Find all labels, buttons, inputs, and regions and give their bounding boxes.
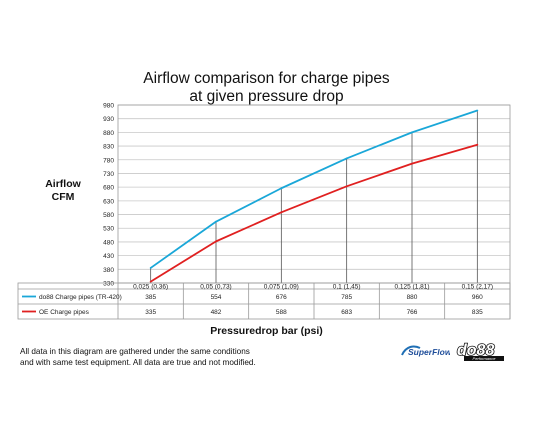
x-tick-label: 0,1 (1,45) — [333, 284, 361, 291]
data-point — [476, 143, 479, 146]
y-tick-label: 630 — [103, 198, 114, 205]
data-point — [411, 131, 413, 134]
y-tick-label: 780 — [103, 157, 114, 164]
footnote-line1: All data in this diagram are gathered un… — [20, 347, 250, 356]
legend-label: OE Charge pipes — [39, 309, 90, 316]
series-line — [150, 143, 478, 283]
data-table-value: 554 — [211, 294, 222, 301]
data-table-value: 785 — [341, 294, 352, 301]
data-table-value: 835 — [472, 309, 483, 316]
footnote: All data in this diagram are gathered un… — [20, 346, 256, 368]
x-tick-label: 0,15 (2,17) — [462, 284, 493, 291]
data-table-value: 385 — [145, 294, 156, 301]
y-axis-label-line1: Airflow — [45, 178, 81, 190]
y-tick-label: 580 — [103, 212, 114, 219]
data-point — [149, 280, 152, 283]
y-axis-label: Airflow CFM — [38, 178, 88, 204]
y-tick-label: 430 — [103, 253, 114, 260]
data-table-value: 588 — [276, 309, 287, 316]
do88-logo-text: do88 — [457, 342, 494, 359]
chart-title-line2: at given pressure drop — [189, 88, 344, 105]
data-point — [280, 187, 283, 190]
do88-logo-subtext: Performance — [473, 356, 497, 361]
x-tick-label: 0,025 (0,36) — [133, 284, 168, 291]
chart-title-line1: Airflow comparison for charge pipes — [143, 70, 390, 87]
y-tick-label: 680 — [103, 185, 114, 192]
y-tick-label: 480 — [103, 239, 114, 246]
x-tick-label: 0,125 (1,81) — [394, 284, 429, 291]
superflow-logo: SuperFlow — [401, 345, 450, 357]
data-point — [345, 157, 348, 160]
y-tick-label: 980 — [103, 103, 114, 110]
footnote-line2: and with same test equipment. All data a… — [20, 358, 256, 367]
y-tick-label: 330 — [103, 281, 114, 288]
data-point — [345, 185, 348, 188]
y-tick-label: 880 — [103, 130, 114, 137]
data-table-value: 482 — [211, 309, 222, 316]
data-table-value: 683 — [341, 309, 352, 316]
series-line — [150, 109, 478, 269]
data-table-value: 676 — [276, 294, 287, 301]
y-tick-label: 530 — [103, 226, 114, 233]
legend-label: do88 Charge pipes (TR-420) — [39, 294, 122, 301]
superflow-logo-text: SuperFlow — [408, 347, 450, 357]
data-table-value: 880 — [407, 294, 418, 301]
x-tick-label: 0,05 (0,73) — [200, 284, 231, 291]
y-tick-label: 930 — [103, 116, 114, 123]
x-tick-label: 0,075 (1,09) — [264, 284, 299, 291]
data-point — [215, 220, 217, 223]
do88-logo: do88 Performance — [456, 341, 504, 361]
data-table-value: 335 — [145, 309, 156, 316]
data-point — [411, 162, 413, 165]
y-tick-label: 380 — [103, 267, 114, 274]
data-point — [280, 211, 283, 214]
x-axis-label: Pressuredrop bar (psi) — [210, 325, 323, 337]
y-axis-label-line2: CFM — [51, 191, 75, 203]
data-point — [149, 267, 152, 269]
data-point — [215, 240, 217, 243]
data-point — [476, 109, 479, 112]
plot-area-frame — [117, 104, 511, 284]
y-tick-label: 730 — [103, 171, 114, 178]
data-table-value: 960 — [472, 294, 483, 301]
data-table-value: 766 — [407, 309, 418, 316]
y-tick-label: 830 — [103, 144, 114, 151]
chart-title: Airflow comparison for charge pipes at g… — [0, 70, 533, 106]
